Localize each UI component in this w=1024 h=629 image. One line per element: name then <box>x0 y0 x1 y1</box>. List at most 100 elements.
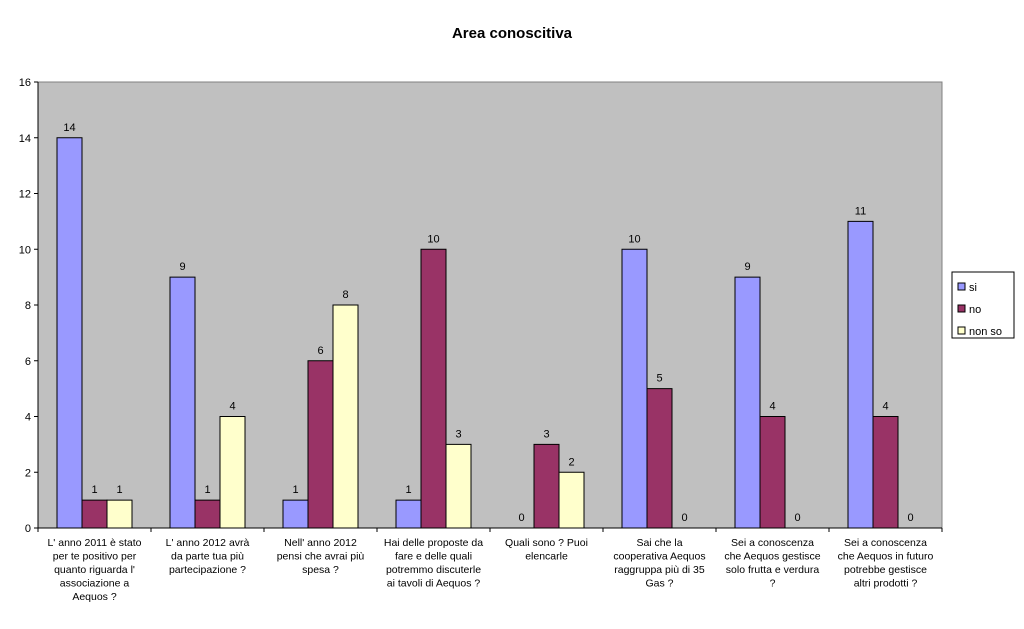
y-tick-label: 6 <box>25 356 31 368</box>
x-tick-label: Hai delle proposte da fare e delle quali p… <box>384 537 483 590</box>
x-tick-label-line: Sei a conoscenza <box>844 537 927 549</box>
x-tick-label-line: partecipazione ? <box>169 564 246 576</box>
legend-label: si <box>969 282 977 294</box>
bar-si <box>621 248 648 529</box>
y-tick-label: 4 <box>25 412 31 424</box>
legend-label: no <box>969 304 981 316</box>
x-tick-label: L' anno 2011 è stato per te positivo per q… <box>47 537 141 603</box>
x-tick-label-line: che Aequos in futuro <box>838 551 934 563</box>
legend: si no non so <box>951 271 1015 339</box>
legend-swatch-non-so <box>957 326 966 335</box>
x-tick-label-line: potrebbe gestisce <box>844 564 927 576</box>
x-tick-label-line: cooperativa Aequos <box>613 551 705 563</box>
x-tick-label-line: ai tavoli di Aequos ? <box>387 578 481 590</box>
data-label: 1 <box>405 484 411 496</box>
data-label: 1 <box>204 484 210 496</box>
bar-si <box>56 137 83 529</box>
x-tick-label: Nell' anno 2012 pensi che avrai più spesa … <box>277 537 365 576</box>
data-label: 11 <box>855 205 866 217</box>
x-tick-label-line: raggruppa più di 35 <box>614 564 705 576</box>
x-tick-label: L' anno 2012 avrà da parte tua più parteci… <box>166 537 250 576</box>
bar-si <box>169 276 196 529</box>
y-tick-label: 8 <box>25 300 31 312</box>
x-tick-label: Sai che la cooperativa Aequos raggruppa pi… <box>613 537 705 590</box>
bar-no <box>533 443 560 529</box>
x-tick-label-line: Hai delle proposte da <box>384 537 483 549</box>
data-label: 4 <box>882 401 888 413</box>
x-tick-label-line: potremmo discuterle <box>386 564 481 576</box>
bar-non-so <box>106 499 133 529</box>
bar-no <box>646 388 673 529</box>
y-tick-label: 14 <box>19 133 31 145</box>
bar-no <box>307 360 334 529</box>
x-tick-label-line: elencarle <box>525 551 568 563</box>
chart-title: Area conoscitiva <box>452 25 573 42</box>
bar-no <box>420 248 447 529</box>
x-tick-label-line: solo frutta e verdura <box>726 564 820 576</box>
x-tick-label-line: da parte tua più <box>171 551 244 563</box>
x-tick-label: Sei a conoscenza che Aequos in futuro potr… <box>838 537 934 590</box>
x-tick-label-line: ? <box>770 578 776 590</box>
bar-no <box>194 499 221 529</box>
bar-si <box>847 220 874 529</box>
data-label: 0 <box>907 512 913 524</box>
x-tick-label: Sei a conoscenza che Aequos gestisce solo … <box>724 537 820 590</box>
legend-swatch-no <box>957 304 966 313</box>
x-tick-label-line: spesa ? <box>302 564 339 576</box>
x-tick-label-line: che Aequos gestisce <box>724 551 820 563</box>
data-label: 8 <box>342 289 348 301</box>
data-label: 14 <box>63 122 75 134</box>
y-tick-label: 16 <box>19 77 31 89</box>
x-tick-label-line: altri prodotti ? <box>854 578 918 590</box>
bar-non-so <box>219 416 246 529</box>
data-label: 9 <box>179 261 185 273</box>
x-tick-label-line: fare e delle quali <box>395 551 472 563</box>
data-label: 4 <box>229 401 235 413</box>
data-label: 2 <box>568 456 574 468</box>
data-label: 1 <box>116 484 122 496</box>
bar-si <box>734 276 761 529</box>
x-tick-label-line: Gas ? <box>645 578 673 590</box>
x-tick-label: Quali sono ? Puoi elencarle <box>505 537 588 563</box>
x-tick-label-line: Quali sono ? Puoi <box>505 537 588 549</box>
data-label: 5 <box>656 373 662 385</box>
y-tick-label: 10 <box>19 244 31 256</box>
x-tick-label-line: quanto riguarda l' <box>54 564 135 576</box>
bar-no <box>872 416 899 529</box>
bar-non-so <box>558 471 585 529</box>
x-tick-label-line: L' anno 2012 avrà <box>166 537 250 549</box>
data-label: 4 <box>769 401 775 413</box>
x-tick-label-line: Sei a conoscenza <box>731 537 814 549</box>
data-label: 10 <box>628 233 640 245</box>
data-label: 3 <box>543 428 549 440</box>
x-tick-label-line: pensi che avrai più <box>277 551 365 563</box>
data-label: 3 <box>455 428 461 440</box>
data-label: 0 <box>794 512 800 524</box>
bar-no <box>81 499 108 529</box>
x-tick-label-line: associazione a <box>60 578 130 590</box>
bar-non-so <box>332 304 359 529</box>
x-tick-label-line: per te positivo per <box>53 551 137 563</box>
bar-no <box>759 416 786 529</box>
data-label: 1 <box>292 484 298 496</box>
x-tick-label-line: Sai che la <box>636 537 682 549</box>
data-label: 9 <box>744 261 750 273</box>
y-tick-label: 12 <box>19 189 31 201</box>
y-tick-label: 0 <box>25 523 31 535</box>
legend-swatch-si <box>957 282 966 291</box>
data-label: 6 <box>317 345 323 357</box>
bar-non-so <box>445 443 472 529</box>
bar-si <box>282 499 309 529</box>
data-label: 1 <box>91 484 97 496</box>
y-tick-label: 2 <box>25 467 31 479</box>
data-label: 0 <box>681 512 687 524</box>
x-tick-label-line: Nell' anno 2012 <box>284 537 357 549</box>
data-label: 0 <box>518 512 524 524</box>
x-tick-label-line: L' anno 2011 è stato <box>47 537 141 549</box>
data-label: 10 <box>427 233 439 245</box>
legend-label: non so <box>969 326 1002 338</box>
bar-si <box>395 499 422 529</box>
x-tick-label-line: Aequos ? <box>72 591 117 603</box>
